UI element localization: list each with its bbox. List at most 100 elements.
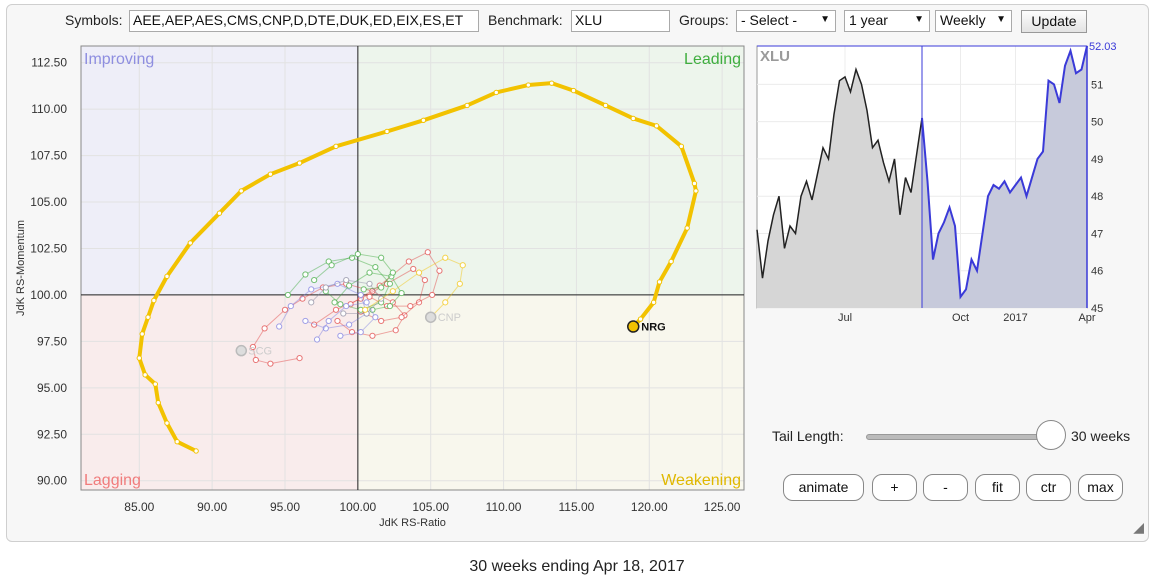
cluster-tail-point [366, 269, 373, 276]
groups-select[interactable]: - Select - ▼ [736, 10, 836, 32]
cluster-tail-point [415, 269, 423, 276]
zoom-in-button[interactable]: + [872, 474, 917, 501]
cluster-tail-point [389, 269, 396, 276]
highlight-tail-point [139, 331, 145, 337]
tail-length-slider-track[interactable] [866, 434, 1048, 440]
zoom-out-button[interactable]: - [923, 474, 968, 501]
cluster-tail-point [389, 288, 396, 295]
quadrant-lagging-bg [81, 294, 358, 490]
highlight-tail-point [691, 180, 698, 187]
benchmark-y-tick-label: 48 [1091, 191, 1103, 203]
cluster-tail-point [429, 291, 436, 299]
cluster-tail-point [337, 332, 344, 339]
highlight-tail-point [570, 87, 577, 94]
interval-select[interactable]: Weekly ▼ [935, 10, 1012, 32]
cluster-tail-point [334, 280, 341, 287]
faded-head-point [235, 344, 248, 357]
cluster-tail-point [346, 282, 353, 289]
cluster-tail-point [281, 306, 289, 313]
cluster-tail-point [328, 262, 335, 269]
y-tick-label: 100.00 [30, 288, 67, 302]
x-tick-label: 90.00 [197, 500, 227, 514]
x-tick-label: 125.00 [704, 500, 741, 514]
quadrant-weakening-bg [357, 294, 744, 490]
cluster-tail-point [386, 280, 394, 287]
x-axis-title: JdK RS-Ratio [379, 517, 446, 529]
highlight-tail-point [164, 420, 170, 426]
center-button[interactable]: ctr [1026, 474, 1071, 501]
cluster-tail-point [299, 295, 306, 302]
y-tick-label: 92.50 [37, 427, 67, 441]
cluster-tail-point [308, 299, 315, 306]
tail-length-slider-handle[interactable] [1036, 420, 1066, 450]
cluster-tail-point [398, 289, 405, 297]
toolbar: Symbols: AEE,AEP,AES,CMS,CNP,D,DTE,DUK,E… [0, 0, 1154, 40]
cluster-tail-point [398, 314, 405, 321]
chevron-down-icon: ▼ [820, 14, 830, 25]
benchmark-x-tick-label: 2017 [1003, 312, 1027, 324]
cluster-tail-point [372, 314, 379, 321]
benchmark-input[interactable]: XLU [571, 10, 670, 32]
update-button[interactable]: Update [1021, 10, 1087, 33]
cluster-tail-point [436, 267, 443, 274]
benchmark-label: Benchmark: [488, 12, 563, 28]
cluster-tail-point [322, 325, 329, 332]
groups-label: Groups: [679, 12, 729, 28]
benchmark-recent-area [922, 46, 1087, 308]
benchmark-x-tick-label: Jul [838, 312, 852, 324]
cluster-tail-point [415, 299, 423, 306]
highlight-tail-point [174, 438, 180, 445]
period-select[interactable]: 1 year ▼ [844, 10, 930, 32]
cluster-tail-point [372, 263, 379, 271]
cluster-tail-point [340, 310, 347, 317]
cluster-tail-point [392, 327, 399, 334]
cluster-tail-point [378, 317, 385, 325]
y-tick-label: 90.00 [37, 474, 67, 488]
symbols-input[interactable]: AEE,AEP,AES,CMS,CNP,D,DTE,DUK,ED,EIX,ES,… [129, 10, 479, 32]
highlight-tail-point [384, 128, 390, 135]
cluster-tail-point [360, 286, 367, 293]
highlight-tail-point [152, 381, 159, 387]
cluster-tail-point [346, 321, 353, 328]
benchmark-y-tick-label: 47 [1091, 228, 1103, 240]
x-tick-label: 120.00 [631, 500, 668, 514]
tail-length-value: 30 weeks [1071, 428, 1131, 444]
highlight-tail-point [420, 117, 427, 124]
benchmark-y-tick-label: 49 [1091, 154, 1103, 166]
benchmark-past-area [757, 69, 922, 309]
highlight-tail-point [145, 314, 151, 320]
benchmark-x-tick-label: Oct [952, 312, 969, 324]
cluster-tail-point [261, 325, 268, 332]
benchmark-y-tick-label: 51 [1091, 79, 1103, 91]
cluster-tail-line [364, 257, 464, 318]
animate-button[interactable]: animate [783, 474, 864, 501]
faded-label: CNP [438, 312, 461, 324]
quadrant-label-weakening: Weakening [661, 472, 741, 489]
highlight-tail-point [493, 89, 499, 96]
highlight-tail-point [151, 297, 157, 304]
y-tick-label: 97.50 [37, 334, 67, 348]
cluster-tail-line [287, 257, 391, 311]
cluster-tail-point [386, 302, 394, 310]
cluster-tail-point [308, 286, 315, 293]
quadrant-improving-bg [81, 46, 358, 295]
groups-select-value: - Select - [741, 12, 798, 28]
y-tick-label: 102.50 [30, 241, 67, 255]
highlight-tail-point [684, 225, 690, 231]
max-button[interactable]: max [1078, 474, 1123, 501]
cluster-tail-point [442, 254, 449, 261]
highlight-tail-point [693, 188, 699, 194]
resize-handle-icon[interactable]: ◢ [1133, 519, 1144, 535]
highlight-tail-point [653, 123, 660, 129]
cluster-tail-point [357, 328, 364, 336]
cluster-tail-point [378, 254, 385, 261]
highlight-tail-point [187, 240, 193, 246]
cluster-tail-point [363, 299, 370, 306]
x-tick-label: 115.00 [559, 500, 595, 514]
cluster-tail-point [459, 262, 466, 269]
cluster-tail-point [366, 293, 373, 300]
fit-button[interactable]: fit [975, 474, 1020, 501]
x-tick-label: 110.00 [486, 500, 522, 514]
cluster-tail-line [252, 283, 406, 365]
